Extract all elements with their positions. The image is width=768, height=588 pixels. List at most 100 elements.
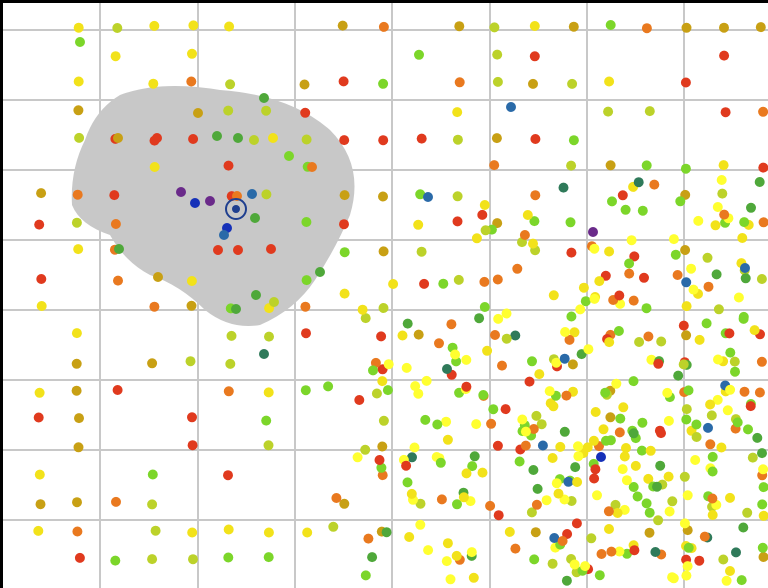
data-point (354, 395, 365, 405)
data-point (187, 527, 198, 538)
data-point (681, 301, 692, 312)
data-point (757, 448, 767, 459)
data-point (261, 189, 272, 200)
data-point (185, 356, 196, 367)
data-point (569, 559, 580, 570)
data-point (758, 106, 768, 117)
data-point (520, 440, 531, 451)
data-point (620, 204, 631, 215)
target-center-icon (232, 205, 240, 213)
data-point (551, 478, 562, 489)
data-point (567, 359, 578, 370)
data-point (35, 499, 46, 510)
data-point (328, 521, 339, 532)
data-point (407, 452, 417, 463)
data-point (717, 188, 728, 199)
data-point (261, 105, 272, 116)
data-point (707, 466, 718, 477)
data-point (339, 288, 350, 299)
data-point (479, 276, 490, 287)
data-point (754, 177, 765, 187)
data-point (706, 410, 717, 421)
map-border-top (0, 0, 768, 3)
data-point (682, 561, 693, 572)
data-point (710, 220, 721, 231)
data-point (739, 386, 750, 397)
data-point (560, 327, 571, 337)
data-point (452, 216, 463, 227)
data-point (605, 412, 616, 423)
data-point (596, 549, 607, 559)
data-point (557, 536, 568, 546)
data-point (231, 304, 241, 314)
data-point (588, 435, 599, 446)
data-point (266, 244, 276, 254)
data-point (442, 364, 452, 374)
data-point (360, 570, 371, 581)
data-point (716, 175, 727, 185)
data-point (225, 358, 236, 369)
data-point (680, 77, 691, 88)
data-point (112, 385, 123, 395)
data-point (73, 22, 84, 33)
data-point (223, 470, 233, 481)
data-point (630, 460, 641, 471)
data-point (612, 508, 623, 518)
data-point (34, 387, 45, 398)
data-point (626, 235, 637, 246)
data-point (188, 20, 199, 31)
data-point (592, 490, 602, 501)
data-point (357, 304, 368, 315)
data-point (378, 303, 389, 313)
data-point (629, 545, 640, 556)
data-point (377, 376, 388, 387)
data-point (528, 78, 538, 89)
data-point (547, 558, 558, 569)
data-point (442, 538, 453, 549)
data-point (729, 356, 740, 367)
data-point (339, 498, 350, 509)
data-point (605, 160, 616, 171)
data-point (590, 464, 601, 475)
data-point (693, 215, 704, 226)
data-point (489, 22, 500, 33)
data-point (680, 245, 691, 255)
data-point (506, 102, 516, 112)
data-point (33, 412, 44, 423)
data-point (479, 200, 490, 210)
data-point (378, 21, 389, 32)
data-point (233, 245, 243, 255)
data-point (489, 160, 500, 171)
data-point (485, 500, 496, 511)
data-point (615, 413, 626, 424)
selected-location-marker[interactable] (225, 198, 247, 220)
data-point (307, 162, 317, 172)
data-point (331, 493, 342, 503)
data-point (225, 79, 236, 90)
data-point (388, 279, 399, 289)
data-point (563, 476, 574, 487)
data-point (186, 300, 197, 311)
data-point (500, 404, 511, 415)
data-point (478, 390, 489, 400)
data-point (302, 527, 313, 538)
data-point (73, 105, 84, 116)
data-point (466, 547, 477, 558)
data-point (147, 358, 158, 369)
data-point (471, 419, 482, 430)
data-point (73, 442, 84, 453)
data-point (559, 353, 570, 364)
data-point (301, 275, 312, 286)
data-point (740, 263, 750, 273)
data-point (737, 233, 748, 243)
data-point (75, 37, 85, 47)
data-point (613, 326, 624, 336)
data-point (249, 135, 259, 145)
data-point (452, 499, 462, 510)
data-point (186, 276, 197, 286)
data-point (110, 219, 121, 229)
data-point (401, 362, 412, 373)
data-point (628, 376, 639, 387)
